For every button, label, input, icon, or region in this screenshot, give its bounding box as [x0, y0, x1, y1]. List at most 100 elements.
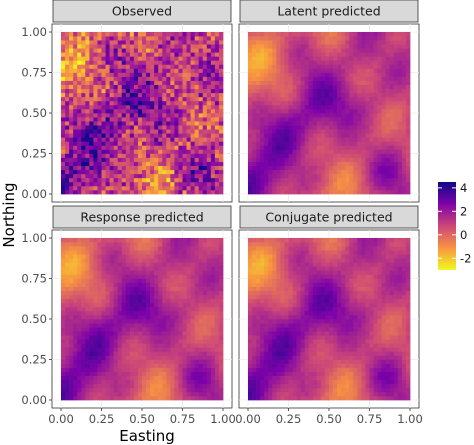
heatmap-cell: [69, 319, 74, 324]
heatmap-cell: [105, 351, 110, 356]
heatmap-cell: [105, 84, 110, 90]
heatmap-cell: [365, 32, 370, 37]
heatmap-cell: [89, 343, 94, 348]
heatmap-cell: [150, 383, 155, 389]
heatmap-cell: [349, 149, 354, 154]
heatmap-cell: [65, 310, 70, 316]
heatmap-cell: [77, 32, 82, 37]
heatmap-cell: [154, 145, 159, 150]
heatmap-cell: [121, 387, 127, 393]
heatmap-cell: [146, 266, 151, 271]
heatmap-cell: [97, 92, 102, 98]
heatmap-cell: [284, 52, 289, 57]
heatmap-cell: [202, 189, 208, 195]
heatmap-cell: [89, 68, 94, 73]
heatmap-cell: [101, 347, 106, 352]
heatmap-cell: [385, 60, 391, 65]
heatmap-cell: [190, 375, 195, 381]
heatmap-cell: [77, 339, 82, 344]
heatmap-cell: [137, 56, 143, 61]
heatmap-cell: [300, 137, 306, 142]
heatmap-cell: [280, 88, 285, 94]
heatmap-cell: [210, 363, 216, 368]
heatmap-cell: [89, 294, 94, 300]
heatmap-cell: [154, 60, 159, 65]
heatmap-cell: [77, 375, 82, 381]
heatmap-cell: [329, 60, 334, 65]
heatmap-cell: [218, 40, 224, 45]
heatmap-cell: [397, 161, 403, 166]
heatmap-cell: [117, 92, 123, 98]
heatmap-cell: [341, 177, 346, 183]
heatmap-cell: [337, 173, 342, 179]
heatmap-cell: [320, 88, 326, 94]
heatmap-cell: [206, 270, 212, 275]
heatmap-cell: [69, 375, 74, 381]
heatmap-cell: [377, 117, 382, 122]
heatmap-cell: [182, 294, 187, 300]
heatmap-cell: [337, 113, 342, 118]
heatmap-cell: [89, 278, 94, 283]
heatmap-cell: [121, 290, 127, 296]
heatmap-cell: [113, 60, 119, 65]
heatmap-cell: [186, 44, 191, 49]
heatmap-cell: [349, 44, 354, 49]
heatmap-cell: [248, 92, 253, 98]
heatmap-cell: [81, 331, 86, 336]
heatmap-cell: [77, 92, 82, 98]
heatmap-cell: [105, 266, 110, 271]
heatmap-cell: [316, 40, 322, 45]
heatmap-cell: [178, 331, 183, 336]
heatmap-cell: [142, 335, 147, 340]
heatmap-cell: [210, 343, 216, 348]
heatmap-cell: [81, 161, 86, 166]
heatmap-cell: [353, 100, 358, 106]
heatmap-cell: [345, 149, 350, 154]
heatmap-cell: [77, 100, 82, 106]
heatmap-cell: [186, 375, 191, 381]
heatmap-cell: [260, 141, 265, 146]
heatmap-cell: [186, 343, 191, 348]
heatmap-cell: [365, 52, 370, 57]
heatmap-cell: [393, 113, 399, 118]
heatmap-cell: [401, 137, 407, 142]
heatmap-cell: [178, 379, 183, 385]
heatmap-cell: [105, 306, 110, 312]
heatmap-cell: [121, 395, 127, 401]
heatmap-cell: [353, 181, 358, 187]
heatmap-cell: [190, 72, 195, 77]
heatmap-cell: [154, 108, 159, 114]
heatmap-cell: [214, 165, 220, 171]
heatmap-cell: [206, 96, 212, 102]
heatmap-cell: [210, 331, 216, 336]
heatmap-cell: [174, 80, 179, 85]
heatmap-cell: [324, 32, 330, 37]
heatmap-cell: [329, 92, 334, 98]
heatmap-cell: [333, 32, 338, 37]
heatmap-cell: [385, 165, 391, 171]
heatmap-cell: [166, 161, 171, 166]
heatmap-cell: [248, 129, 253, 134]
heatmap-cell: [65, 68, 70, 73]
heatmap-cell: [365, 76, 370, 81]
heatmap-cell: [337, 121, 342, 126]
heatmap-cell: [369, 32, 374, 37]
heatmap-cell: [65, 173, 70, 179]
heatmap-cell: [158, 327, 163, 332]
heatmap-cell: [162, 262, 167, 267]
heatmap-cell: [345, 52, 350, 57]
heatmap-cell: [69, 355, 74, 360]
heatmap-cell: [252, 104, 257, 110]
heatmap-cell: [150, 68, 155, 73]
heatmap-cell: [77, 44, 82, 49]
heatmap-cell: [210, 161, 216, 166]
heatmap-cell: [320, 169, 326, 175]
heatmap-cell: [252, 331, 257, 336]
heatmap-cell: [170, 238, 175, 243]
heatmap-cell: [320, 121, 326, 126]
heatmap-cell: [206, 355, 212, 360]
heatmap-cell: [178, 185, 183, 191]
heatmap-cell: [401, 36, 407, 41]
heatmap-cell: [337, 96, 342, 102]
heatmap-cell: [202, 286, 208, 291]
